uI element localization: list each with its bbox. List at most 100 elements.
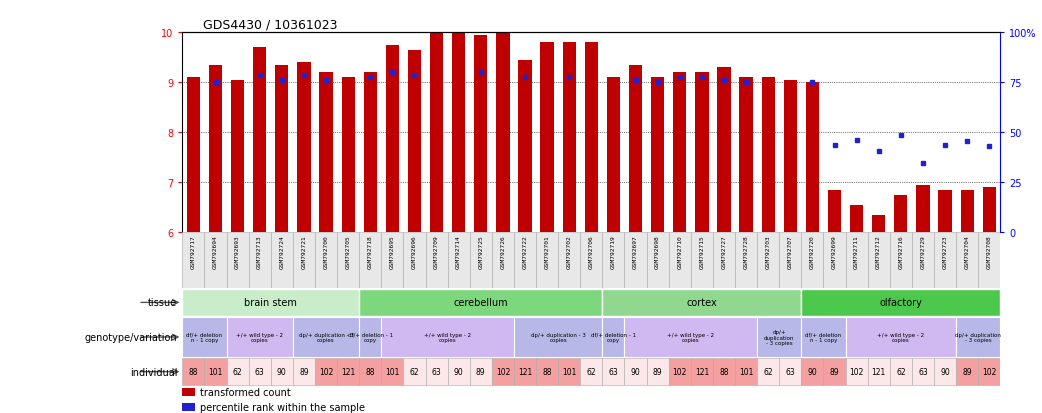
Bar — [961, 190, 974, 233]
FancyBboxPatch shape — [204, 233, 226, 288]
Text: GSM792703: GSM792703 — [766, 234, 771, 268]
FancyBboxPatch shape — [691, 358, 713, 386]
Bar — [407, 50, 421, 233]
Bar — [518, 60, 531, 233]
Text: GSM792727: GSM792727 — [721, 234, 726, 268]
Text: GSM792722: GSM792722 — [522, 234, 527, 268]
Bar — [187, 78, 200, 233]
Text: brain stem: brain stem — [244, 298, 297, 308]
FancyBboxPatch shape — [758, 233, 779, 288]
Bar — [364, 73, 377, 233]
Bar — [651, 78, 665, 233]
FancyBboxPatch shape — [226, 358, 249, 386]
Text: percentile rank within the sample: percentile rank within the sample — [200, 402, 365, 412]
Text: 89: 89 — [476, 367, 486, 376]
Text: GSM792725: GSM792725 — [478, 234, 483, 268]
FancyBboxPatch shape — [425, 233, 448, 288]
Text: 90: 90 — [808, 367, 817, 376]
FancyBboxPatch shape — [293, 318, 359, 357]
Text: 90: 90 — [630, 367, 641, 376]
Text: dp/+ duplication
- 3 copies: dp/+ duplication - 3 copies — [956, 332, 1001, 343]
FancyBboxPatch shape — [823, 358, 845, 386]
Text: GSM792701: GSM792701 — [545, 234, 549, 268]
FancyBboxPatch shape — [602, 318, 624, 357]
Bar — [828, 190, 841, 233]
Bar — [208, 66, 222, 233]
Text: GSM792694: GSM792694 — [213, 234, 218, 268]
Text: 88: 88 — [189, 367, 198, 376]
FancyBboxPatch shape — [735, 358, 758, 386]
Text: 90: 90 — [454, 367, 464, 376]
FancyBboxPatch shape — [448, 233, 470, 288]
Text: GSM792729: GSM792729 — [920, 234, 925, 268]
Text: GSM792704: GSM792704 — [965, 234, 970, 268]
FancyBboxPatch shape — [182, 318, 226, 357]
Text: 62: 62 — [232, 367, 243, 376]
FancyBboxPatch shape — [845, 358, 868, 386]
Text: df/+ deletion - 1
copy: df/+ deletion - 1 copy — [591, 332, 636, 343]
Text: 102: 102 — [496, 367, 511, 376]
FancyBboxPatch shape — [359, 289, 602, 316]
FancyBboxPatch shape — [226, 318, 293, 357]
Bar — [606, 78, 620, 233]
Text: 121: 121 — [695, 367, 709, 376]
Text: GSM792697: GSM792697 — [634, 234, 638, 268]
Bar — [916, 185, 929, 233]
Text: 121: 121 — [871, 367, 886, 376]
FancyBboxPatch shape — [514, 233, 536, 288]
FancyBboxPatch shape — [492, 358, 514, 386]
FancyBboxPatch shape — [845, 233, 868, 288]
FancyBboxPatch shape — [338, 358, 359, 386]
Text: 89: 89 — [829, 367, 839, 376]
FancyBboxPatch shape — [359, 233, 381, 288]
Text: GSM792699: GSM792699 — [832, 234, 837, 268]
Bar — [452, 33, 466, 233]
FancyBboxPatch shape — [934, 358, 957, 386]
Text: 62: 62 — [410, 367, 419, 376]
FancyBboxPatch shape — [890, 233, 912, 288]
Text: 90: 90 — [940, 367, 950, 376]
FancyBboxPatch shape — [271, 358, 293, 386]
Bar — [695, 73, 709, 233]
Text: GSM792716: GSM792716 — [898, 234, 903, 268]
Bar — [231, 81, 244, 233]
Text: GSM792714: GSM792714 — [456, 234, 462, 268]
Text: genotype/variation: genotype/variation — [84, 332, 177, 342]
Text: 101: 101 — [208, 367, 223, 376]
Bar — [342, 78, 354, 233]
Text: +/+ wild type - 2
copies: +/+ wild type - 2 copies — [237, 332, 283, 343]
Text: 63: 63 — [255, 367, 265, 376]
Text: GSM792702: GSM792702 — [567, 234, 572, 268]
Bar — [784, 81, 797, 233]
Text: GSM792717: GSM792717 — [191, 234, 196, 268]
Text: 88: 88 — [719, 367, 728, 376]
Text: +/+ wild type - 2
copies: +/+ wild type - 2 copies — [667, 332, 715, 343]
Text: GSM792721: GSM792721 — [301, 234, 306, 268]
FancyBboxPatch shape — [536, 358, 559, 386]
FancyBboxPatch shape — [293, 358, 315, 386]
Bar — [850, 205, 863, 233]
FancyBboxPatch shape — [182, 233, 204, 288]
Text: 101: 101 — [739, 367, 753, 376]
Text: 89: 89 — [299, 367, 308, 376]
FancyBboxPatch shape — [381, 318, 514, 357]
Text: GSM792715: GSM792715 — [699, 234, 704, 268]
Bar — [894, 195, 908, 233]
Bar — [872, 215, 886, 233]
Text: GSM792698: GSM792698 — [655, 234, 661, 268]
Text: 101: 101 — [386, 367, 399, 376]
Text: tissue: tissue — [148, 298, 177, 308]
FancyBboxPatch shape — [957, 318, 1000, 357]
FancyBboxPatch shape — [934, 233, 957, 288]
FancyBboxPatch shape — [536, 233, 559, 288]
FancyBboxPatch shape — [403, 358, 425, 386]
Text: cerebellum: cerebellum — [453, 298, 508, 308]
Text: dp/+
duplication
- 3 copies: dp/+ duplication - 3 copies — [764, 329, 794, 346]
Text: GSM792708: GSM792708 — [987, 234, 992, 268]
Text: GSM792693: GSM792693 — [235, 234, 240, 268]
FancyBboxPatch shape — [845, 318, 957, 357]
Text: olfactory: olfactory — [879, 298, 922, 308]
Text: 63: 63 — [786, 367, 795, 376]
Text: GSM792712: GSM792712 — [876, 234, 882, 268]
Text: +/+ wild type - 2
copies: +/+ wild type - 2 copies — [424, 332, 471, 343]
